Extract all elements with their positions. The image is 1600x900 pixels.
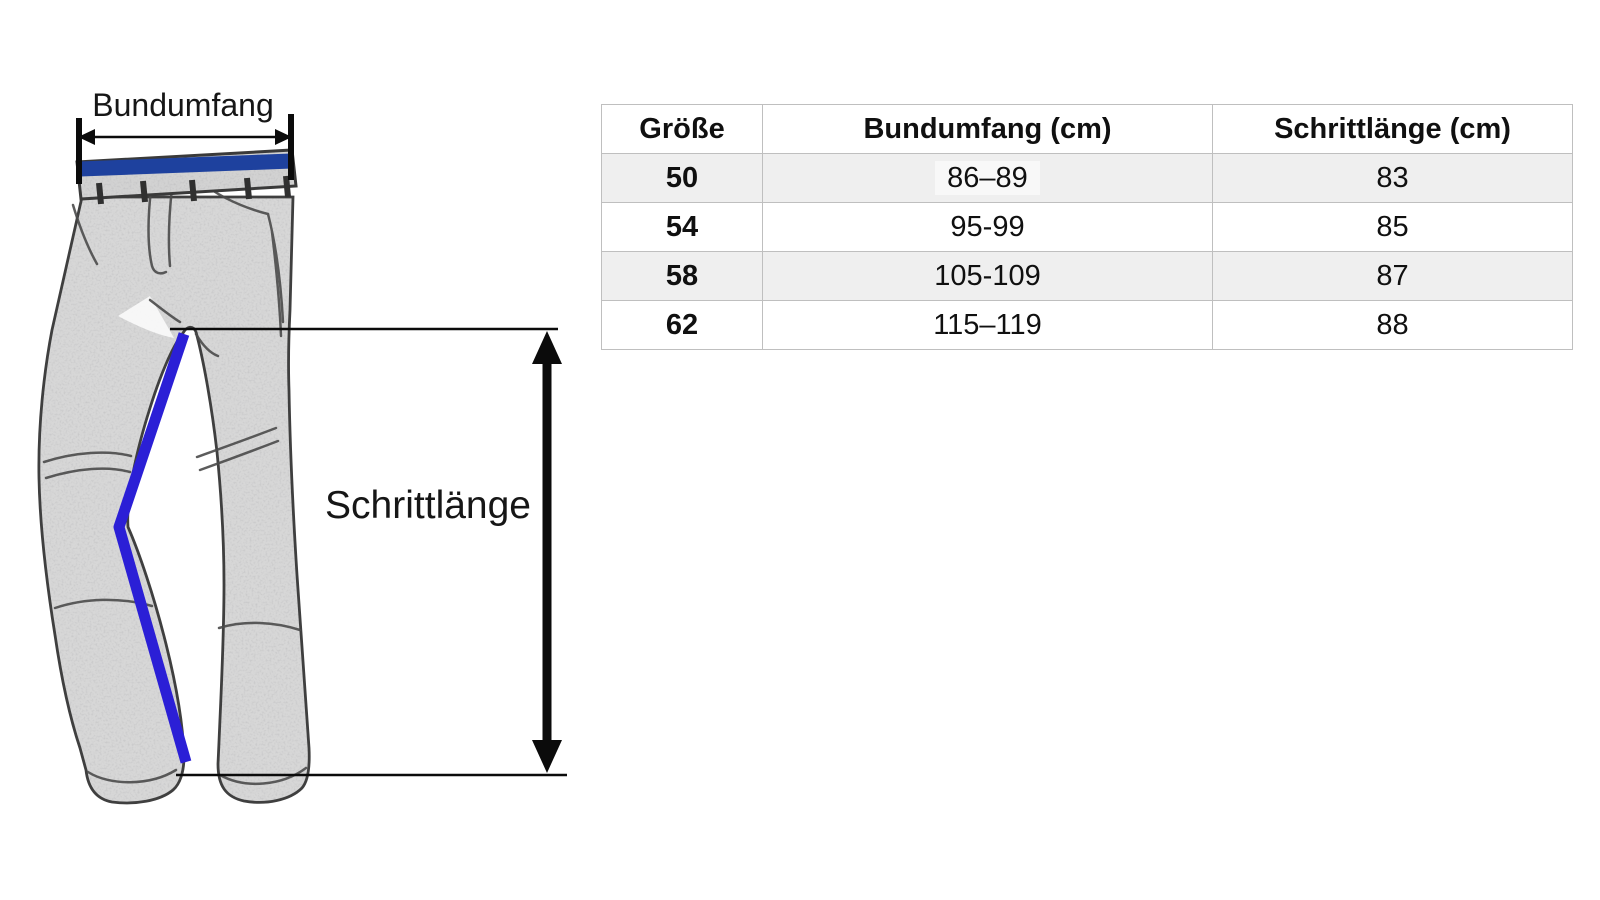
waist-range-highlight: 86–89 [935,161,1040,195]
col-header-inseam: Schrittlänge (cm) [1212,104,1573,154]
waist-range: 86–89 [762,153,1213,203]
pants-body-texture [38,197,310,803]
size-row-50: 50 86–89 83 [601,153,1573,203]
inseam-arrowhead-bottom [532,740,562,773]
pants-body-outline [37,195,311,805]
pants-measurement-diagram: Bundumfang Schrittlänge [37,87,567,805]
col-header-size: Größe [601,104,763,154]
waist-measure-bar [79,153,293,177]
waistband-outline [75,148,298,201]
waist-range: 105-109 [762,251,1213,301]
size-table-header-row: Größe Bundumfang (cm) Schrittlänge (cm) [601,104,1573,154]
inseam-value: 83 [1212,153,1573,203]
size-value: 50 [601,153,763,203]
size-value: 54 [601,202,763,252]
inseam-value: 88 [1212,300,1573,350]
inseam-arrowhead-top [532,331,562,364]
waist-range: 115–119 [762,300,1213,350]
waist-label: Bundumfang [92,87,273,123]
size-value: 58 [601,251,763,301]
size-row-58: 58 105-109 87 [601,251,1573,301]
inseam-value: 87 [1212,251,1573,301]
waist-range: 95-99 [762,202,1213,252]
inseam-value: 85 [1212,202,1573,252]
col-header-waist: Bundumfang (cm) [762,104,1213,154]
size-table: Größe Bundumfang (cm) Schrittlänge (cm) … [601,104,1573,350]
size-row-62: 62 115–119 88 [601,300,1573,350]
waist-arrowhead-right [275,129,292,145]
inseam-measure-line [113,332,192,764]
inseam-dimension-arrow [170,327,567,777]
waist-arrow-endbar-right [288,114,294,180]
size-value: 62 [601,300,763,350]
waist-arrow-endbar-left [76,118,82,184]
waist-arrowhead-left [78,129,95,145]
inseam-label: Schrittlänge [325,484,531,527]
waist-dimension-arrow [76,114,294,184]
belt-loops [96,175,291,205]
crotch-highlight [118,296,174,338]
size-row-54: 54 95-99 85 [601,202,1573,252]
